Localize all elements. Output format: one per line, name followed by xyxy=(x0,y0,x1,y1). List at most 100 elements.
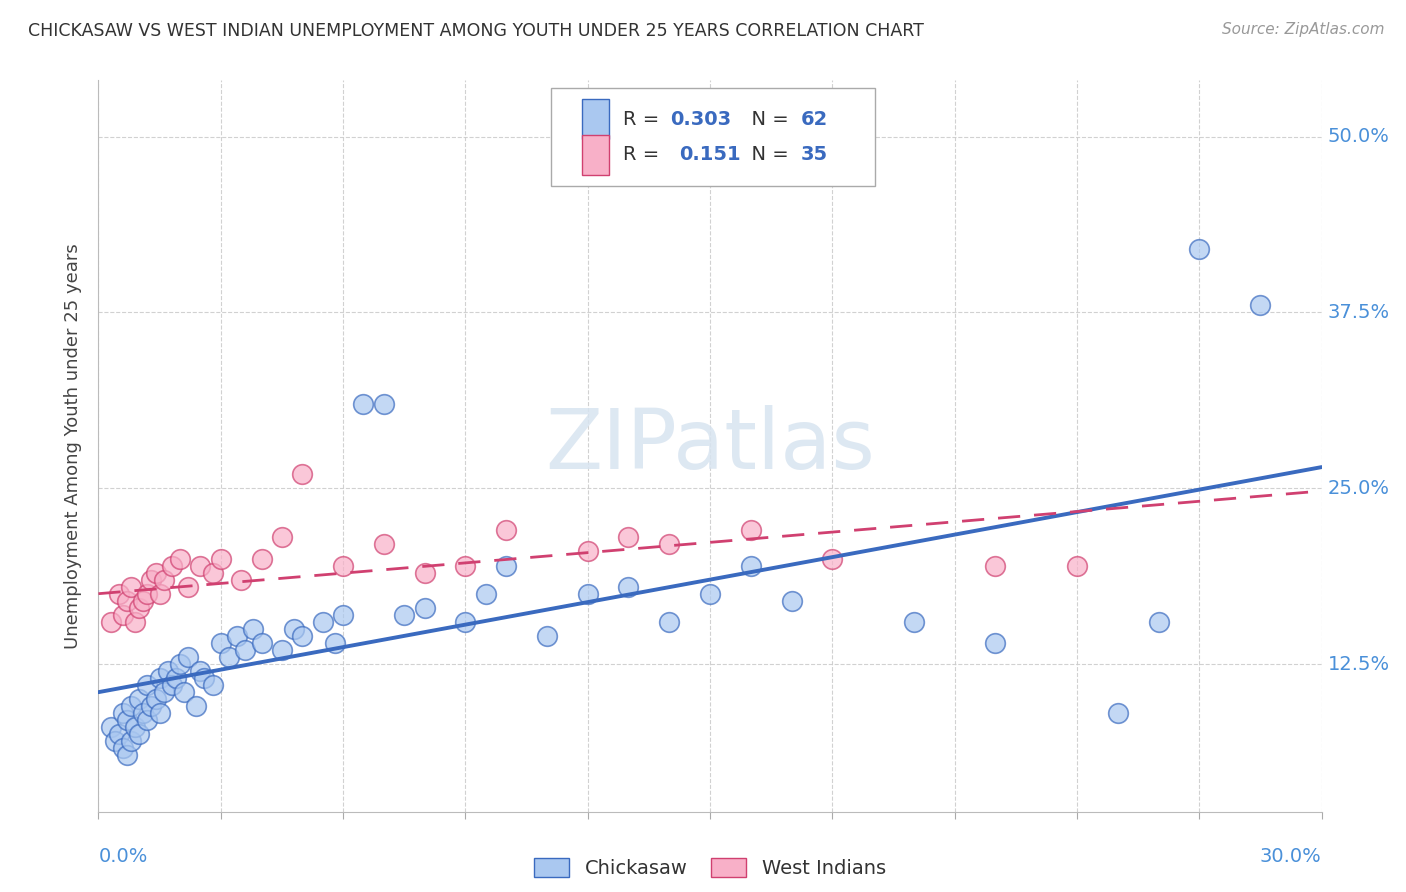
Point xyxy=(128,727,150,741)
Point xyxy=(332,607,354,622)
Point xyxy=(658,537,681,551)
Text: 37.5%: 37.5% xyxy=(1327,303,1391,322)
Point xyxy=(312,615,335,629)
Point xyxy=(495,558,517,573)
Point xyxy=(984,636,1007,650)
Point xyxy=(270,643,294,657)
Text: 0.0%: 0.0% xyxy=(98,847,148,866)
Point xyxy=(124,615,146,629)
Point xyxy=(283,622,305,636)
Point xyxy=(699,587,721,601)
Text: 12.5%: 12.5% xyxy=(1327,655,1391,673)
Text: R =: R = xyxy=(623,110,665,128)
Point xyxy=(617,580,640,594)
Point xyxy=(209,551,232,566)
Point xyxy=(740,558,762,573)
Point xyxy=(201,566,224,580)
Point xyxy=(193,671,215,685)
Point xyxy=(1249,298,1271,312)
Point xyxy=(115,593,138,607)
Point xyxy=(1107,706,1129,721)
Point xyxy=(160,678,183,692)
Point xyxy=(373,537,395,551)
Point xyxy=(152,573,174,587)
Point xyxy=(145,692,167,706)
Text: N =: N = xyxy=(740,110,796,128)
Point xyxy=(160,558,183,573)
Y-axis label: Unemployment Among Youth under 25 years: Unemployment Among Youth under 25 years xyxy=(65,244,83,648)
Point xyxy=(141,573,163,587)
Point xyxy=(209,636,232,650)
Text: ZIPatlas: ZIPatlas xyxy=(546,406,875,486)
Point xyxy=(173,685,195,699)
Point xyxy=(149,671,172,685)
Point xyxy=(152,685,174,699)
Point xyxy=(903,615,925,629)
Point xyxy=(120,699,142,714)
Point xyxy=(780,593,803,607)
Text: 50.0%: 50.0% xyxy=(1327,127,1389,146)
Point xyxy=(128,692,150,706)
Point xyxy=(169,657,191,671)
Text: CHICKASAW VS WEST INDIAN UNEMPLOYMENT AMONG YOUTH UNDER 25 YEARS CORRELATION CHA: CHICKASAW VS WEST INDIAN UNEMPLOYMENT AM… xyxy=(28,22,924,40)
Point xyxy=(108,587,131,601)
Point xyxy=(495,524,517,538)
Point xyxy=(136,678,159,692)
Point xyxy=(149,587,172,601)
Text: 0.303: 0.303 xyxy=(669,110,731,128)
Point xyxy=(100,720,122,734)
Point xyxy=(177,650,200,665)
Point xyxy=(120,734,142,748)
Point xyxy=(291,629,314,643)
Point xyxy=(156,664,179,678)
Point xyxy=(270,530,294,544)
Point xyxy=(740,524,762,538)
Point xyxy=(392,607,416,622)
Point xyxy=(124,720,146,734)
Point xyxy=(231,573,253,587)
Point xyxy=(111,741,134,756)
Point xyxy=(984,558,1007,573)
Point xyxy=(413,600,436,615)
Point xyxy=(242,622,264,636)
Point xyxy=(352,397,374,411)
Point xyxy=(115,748,138,763)
Point xyxy=(218,650,240,665)
Point xyxy=(111,706,134,721)
Point xyxy=(576,587,599,601)
Text: N =: N = xyxy=(740,145,796,164)
Point xyxy=(201,678,224,692)
Point xyxy=(169,551,191,566)
Point xyxy=(226,629,249,643)
Point xyxy=(104,734,127,748)
Point xyxy=(291,467,314,482)
Point xyxy=(250,551,273,566)
Point xyxy=(454,558,477,573)
Point xyxy=(149,706,172,721)
Legend: Chickasaw, West Indians: Chickasaw, West Indians xyxy=(526,851,894,886)
FancyBboxPatch shape xyxy=(551,87,875,186)
Point xyxy=(111,607,134,622)
Point xyxy=(454,615,477,629)
Point xyxy=(145,566,167,580)
Point xyxy=(132,593,155,607)
Text: 30.0%: 30.0% xyxy=(1260,847,1322,866)
Point xyxy=(233,643,256,657)
Point xyxy=(332,558,354,573)
Point xyxy=(115,714,138,728)
Point xyxy=(576,544,599,558)
Point xyxy=(250,636,273,650)
Text: 62: 62 xyxy=(800,110,828,128)
Point xyxy=(128,600,150,615)
Point xyxy=(617,530,640,544)
Point xyxy=(536,629,558,643)
Point xyxy=(136,587,159,601)
Point xyxy=(186,699,208,714)
Point xyxy=(177,580,200,594)
FancyBboxPatch shape xyxy=(582,99,609,139)
Text: R =: R = xyxy=(623,145,672,164)
Text: 35: 35 xyxy=(800,145,828,164)
Point xyxy=(108,727,131,741)
Point xyxy=(141,699,163,714)
Point xyxy=(100,615,122,629)
